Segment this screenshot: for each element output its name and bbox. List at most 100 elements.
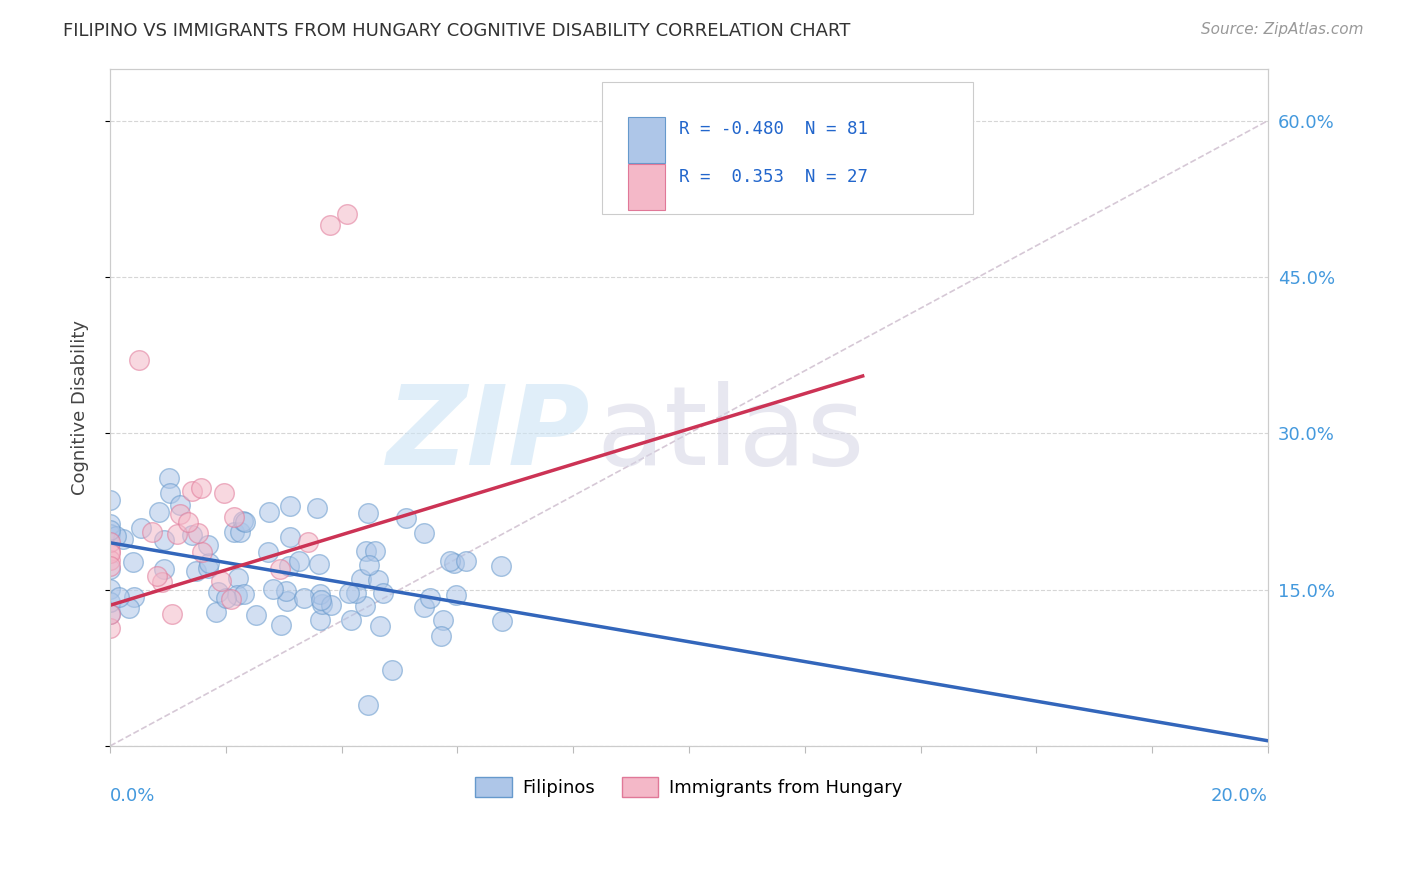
Point bbox=[353, 599, 375, 614]
Point bbox=[412, 599, 434, 614]
Point bbox=[319, 218, 342, 232]
Point bbox=[357, 507, 380, 521]
Point bbox=[419, 591, 441, 605]
Point bbox=[368, 619, 391, 633]
Point bbox=[157, 471, 180, 485]
Point bbox=[98, 558, 121, 573]
Point bbox=[212, 486, 235, 500]
Point bbox=[98, 562, 121, 576]
Point bbox=[276, 593, 298, 607]
Point bbox=[111, 533, 134, 547]
FancyBboxPatch shape bbox=[627, 164, 665, 211]
Text: 20.0%: 20.0% bbox=[1211, 787, 1268, 805]
Point bbox=[337, 586, 360, 600]
Point bbox=[294, 591, 316, 605]
Point bbox=[166, 527, 188, 541]
Point bbox=[153, 562, 176, 576]
Point bbox=[98, 582, 121, 597]
Point bbox=[98, 546, 121, 560]
Point bbox=[454, 554, 477, 568]
Point bbox=[344, 586, 367, 600]
Text: atlas: atlas bbox=[596, 381, 865, 488]
Point bbox=[274, 584, 297, 599]
Point bbox=[214, 591, 236, 605]
Point bbox=[356, 698, 378, 712]
Point bbox=[357, 558, 380, 572]
Point bbox=[98, 544, 121, 558]
Point bbox=[278, 558, 301, 573]
Text: R = -0.480  N = 81: R = -0.480 N = 81 bbox=[679, 120, 868, 138]
Point bbox=[197, 561, 219, 575]
Point bbox=[222, 509, 245, 524]
Point bbox=[148, 505, 170, 519]
Point bbox=[98, 595, 121, 609]
Text: R =  0.353  N = 27: R = 0.353 N = 27 bbox=[679, 168, 868, 186]
Point bbox=[319, 599, 342, 613]
Point bbox=[98, 607, 121, 621]
Point bbox=[184, 564, 207, 578]
Point bbox=[187, 526, 209, 541]
Point bbox=[309, 587, 332, 601]
Point bbox=[339, 613, 361, 627]
Point bbox=[336, 207, 359, 221]
Point bbox=[177, 516, 200, 530]
FancyBboxPatch shape bbox=[627, 117, 665, 162]
Point bbox=[444, 588, 467, 602]
Point bbox=[232, 514, 254, 528]
Text: ZIP: ZIP bbox=[387, 381, 591, 488]
Point bbox=[269, 562, 291, 576]
Point bbox=[104, 529, 127, 543]
Text: 0.0%: 0.0% bbox=[110, 787, 156, 805]
Text: Source: ZipAtlas.com: Source: ZipAtlas.com bbox=[1201, 22, 1364, 37]
Point bbox=[309, 593, 332, 607]
Point bbox=[245, 608, 267, 623]
Point bbox=[309, 613, 332, 627]
Y-axis label: Cognitive Disability: Cognitive Disability bbox=[72, 319, 89, 495]
Legend: Filipinos, Immigrants from Hungary: Filipinos, Immigrants from Hungary bbox=[468, 770, 910, 805]
Point bbox=[432, 613, 454, 627]
Point bbox=[381, 663, 404, 677]
Point bbox=[98, 516, 121, 531]
Point bbox=[160, 607, 183, 621]
Point bbox=[207, 585, 229, 599]
Point bbox=[491, 559, 513, 574]
Point bbox=[181, 528, 204, 542]
Point bbox=[169, 499, 191, 513]
Point bbox=[226, 588, 249, 602]
Point bbox=[430, 629, 453, 643]
Point bbox=[270, 618, 292, 632]
Point bbox=[257, 505, 280, 519]
Point bbox=[311, 597, 333, 611]
FancyBboxPatch shape bbox=[602, 82, 973, 214]
Point bbox=[159, 486, 181, 500]
Point bbox=[128, 353, 150, 368]
Point bbox=[233, 515, 256, 529]
Point bbox=[278, 531, 301, 545]
Point bbox=[491, 614, 513, 628]
Point bbox=[373, 586, 395, 600]
Point bbox=[108, 590, 131, 604]
Point bbox=[288, 554, 311, 568]
Point bbox=[121, 555, 143, 569]
Point bbox=[257, 544, 280, 558]
Point bbox=[305, 500, 328, 515]
Point bbox=[350, 572, 373, 586]
Point bbox=[129, 521, 152, 535]
Point bbox=[229, 524, 252, 539]
Point bbox=[191, 545, 214, 559]
Point bbox=[354, 543, 377, 558]
Point bbox=[117, 601, 139, 615]
Point bbox=[169, 508, 191, 522]
Point bbox=[150, 574, 173, 589]
Point bbox=[98, 553, 121, 567]
Point bbox=[153, 533, 176, 547]
Point bbox=[198, 557, 221, 571]
Point bbox=[395, 511, 418, 525]
Point bbox=[145, 569, 167, 583]
Point bbox=[205, 605, 228, 619]
Point bbox=[226, 571, 249, 585]
Point bbox=[180, 483, 202, 498]
Point bbox=[190, 482, 212, 496]
Point bbox=[221, 591, 243, 606]
Point bbox=[122, 591, 145, 605]
